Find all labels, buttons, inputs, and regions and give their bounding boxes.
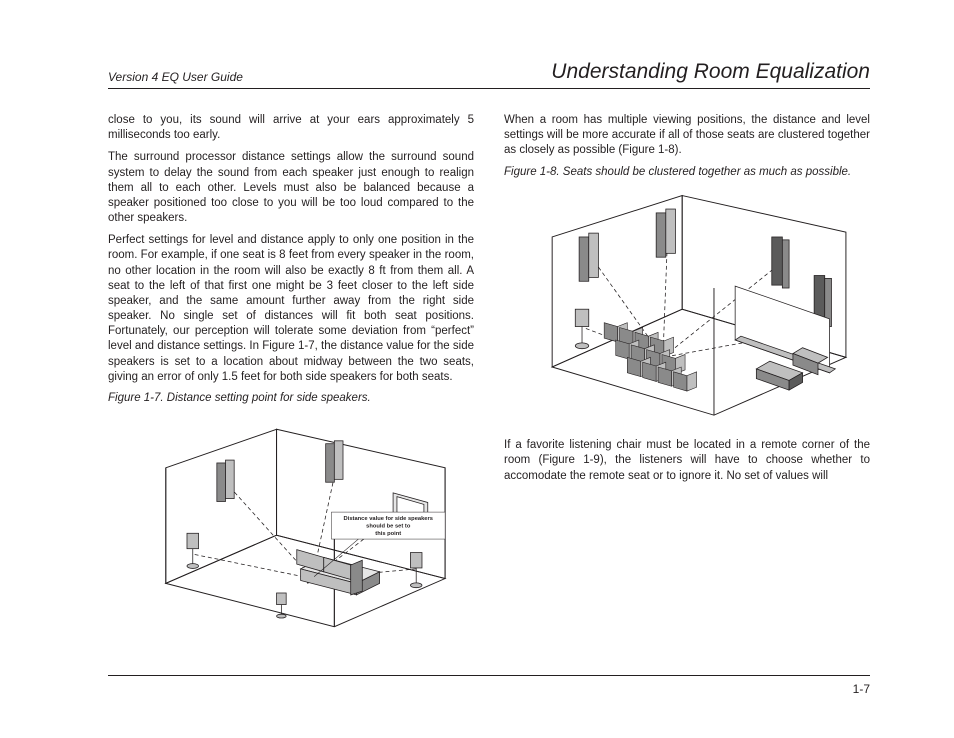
room-diagram-icon <box>504 184 870 425</box>
document-page: Version 4 EQ User Guide Understanding Ro… <box>0 0 954 738</box>
header-guide-title: Version 4 EQ User Guide <box>108 70 243 84</box>
body-paragraph: When a room has multiple viewing positio… <box>504 113 870 159</box>
body-paragraph: close to you, its sound will arrive at y… <box>108 113 474 143</box>
two-column-layout: close to you, its sound will arrive at y… <box>108 113 870 645</box>
room-diagram-icon: Distance value for side speakers should … <box>108 410 474 632</box>
figure-1-8 <box>504 184 870 425</box>
page-footer: 1-7 <box>108 675 870 696</box>
figure-caption: Figure 1-7. Distance setting point for s… <box>108 392 474 404</box>
page-header: Version 4 EQ User Guide Understanding Ro… <box>108 60 870 89</box>
figure-caption: Figure 1-8. Seats should be clustered to… <box>504 166 870 178</box>
body-paragraph: Perfect settings for level and distance … <box>108 233 474 385</box>
page-number: 1-7 <box>853 682 870 696</box>
callout-line1: Distance value for side speakers <box>344 516 433 522</box>
right-column: When a room has multiple viewing positio… <box>504 113 870 645</box>
callout-line2: should be set to <box>366 523 411 529</box>
body-paragraph: The surround processor distance settings… <box>108 150 474 226</box>
figure-1-7: Distance value for side speakers should … <box>108 410 474 632</box>
callout-line3: this point <box>375 531 401 537</box>
header-chapter-title: Understanding Room Equalization <box>551 60 870 84</box>
left-column: close to you, its sound will arrive at y… <box>108 113 474 645</box>
body-paragraph: If a favorite listening chair must be lo… <box>504 438 870 484</box>
